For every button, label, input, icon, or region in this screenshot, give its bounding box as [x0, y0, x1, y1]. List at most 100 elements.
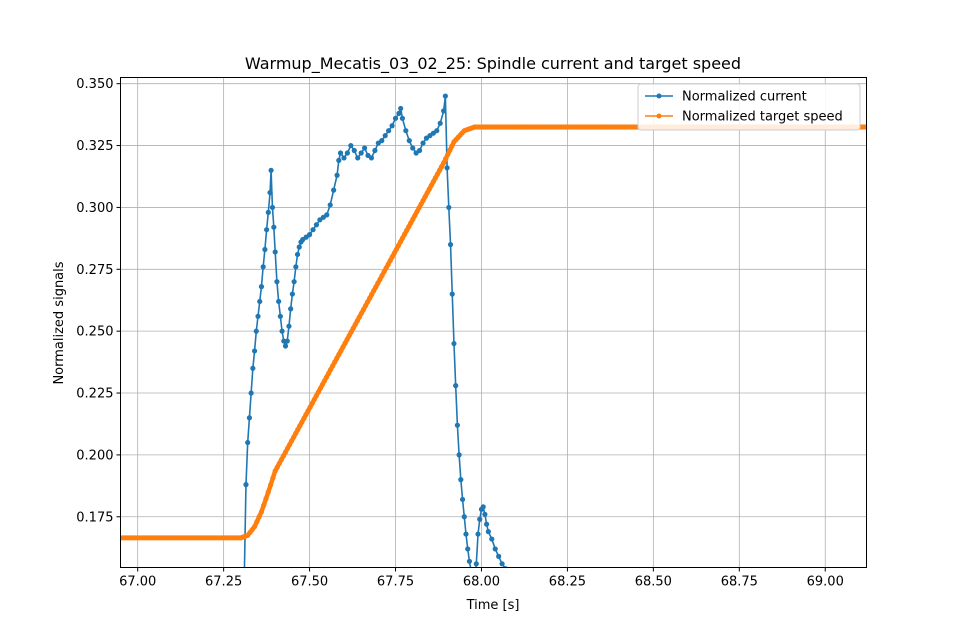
data-point	[327, 202, 333, 208]
y-tick-label: 0.175	[76, 510, 113, 525]
data-point	[505, 576, 510, 581]
data-point	[251, 524, 258, 530]
data-point	[441, 108, 447, 114]
data-point	[246, 415, 253, 421]
data-point	[296, 244, 302, 250]
x-tick-label: 67.75	[377, 575, 414, 590]
data-point	[260, 264, 266, 270]
x-tick-label: 67.00	[119, 575, 156, 590]
series-line	[243, 95, 506, 568]
data-point	[403, 128, 409, 134]
data-point	[269, 204, 276, 211]
data-point	[334, 172, 340, 178]
legend-marker-target-speed	[656, 113, 662, 119]
data-point	[386, 128, 392, 134]
data-point	[503, 566, 508, 568]
y-axis-label: Normalized signals	[52, 261, 67, 384]
grid	[120, 77, 867, 568]
data-point	[496, 553, 502, 559]
data-point	[477, 516, 483, 522]
data-point	[293, 264, 299, 270]
data-point	[861, 124, 867, 130]
data-point	[291, 279, 297, 285]
data-point	[306, 232, 313, 238]
x-tick-label: 68.75	[721, 575, 758, 590]
data-point	[443, 156, 449, 162]
data-point	[251, 348, 258, 354]
data-point	[441, 160, 447, 166]
data-point	[454, 422, 460, 428]
data-point	[279, 328, 285, 334]
data-point	[267, 189, 273, 196]
data-point	[451, 340, 457, 347]
series-current	[243, 93, 510, 581]
y-tick-label: 0.275	[76, 263, 113, 278]
data-point	[331, 187, 337, 193]
data-point	[499, 561, 505, 567]
x-tick-label: 69.00	[807, 575, 844, 590]
y-tick-label: 0.300	[76, 201, 113, 216]
data-point	[484, 521, 490, 527]
data-point	[456, 452, 462, 458]
legend-label-target-speed: Normalized target speed	[682, 110, 843, 125]
legend-box	[637, 83, 861, 131]
data-point	[257, 298, 263, 305]
data-point	[466, 558, 473, 564]
data-point	[399, 115, 405, 121]
data-point	[446, 204, 452, 211]
y-tick-label: 0.325	[76, 139, 113, 154]
data-point	[272, 249, 278, 255]
data-point	[265, 209, 271, 215]
data-point	[485, 529, 491, 535]
y-axis: 0.175 0.200 0.225 0.250 0.275 0.300 0.325 0.350	[76, 77, 121, 525]
data-point	[256, 514, 262, 520]
data-point	[473, 561, 479, 567]
data-point	[263, 496, 269, 502]
y-tick-label: 0.250	[76, 325, 113, 340]
series-target-speed	[120, 124, 867, 541]
data-point	[444, 165, 450, 171]
data-point	[406, 138, 412, 144]
data-point	[437, 120, 443, 126]
data-point	[274, 279, 280, 285]
data-point	[324, 212, 330, 218]
data-point	[463, 531, 469, 537]
data-point	[337, 150, 344, 156]
data-point	[445, 151, 451, 158]
data-point	[258, 509, 265, 515]
data-point	[270, 475, 276, 481]
data-point	[289, 291, 295, 297]
data-point	[284, 338, 290, 344]
data-point	[271, 224, 277, 230]
data-point	[368, 155, 375, 161]
data-point	[447, 241, 454, 248]
legend-marker-current	[656, 93, 662, 99]
x-axis-label: Time [s]	[466, 598, 520, 613]
data-point	[420, 140, 426, 146]
data-point	[282, 343, 289, 349]
data-point	[449, 291, 455, 297]
data-point	[336, 157, 342, 163]
plot-frame	[120, 77, 867, 568]
data-point	[264, 227, 270, 233]
data-point	[344, 150, 350, 156]
x-tick-label: 68.00	[463, 575, 500, 590]
data-point	[358, 150, 364, 156]
data-point	[361, 145, 368, 151]
data-point	[313, 222, 320, 228]
data-point	[442, 93, 448, 99]
data-point	[288, 306, 294, 312]
data-point	[258, 284, 265, 290]
x-tick-label: 68.50	[635, 575, 672, 590]
data-point	[475, 531, 481, 537]
data-point	[489, 536, 495, 542]
data-point	[379, 138, 385, 144]
data-point	[461, 514, 467, 520]
data-point	[382, 133, 388, 139]
data-point	[243, 482, 249, 488]
legend: Normalized current Normalized target spe…	[637, 83, 861, 131]
data-point	[276, 298, 282, 305]
x-tick-label: 67.25	[205, 575, 242, 590]
data-point	[458, 477, 464, 483]
